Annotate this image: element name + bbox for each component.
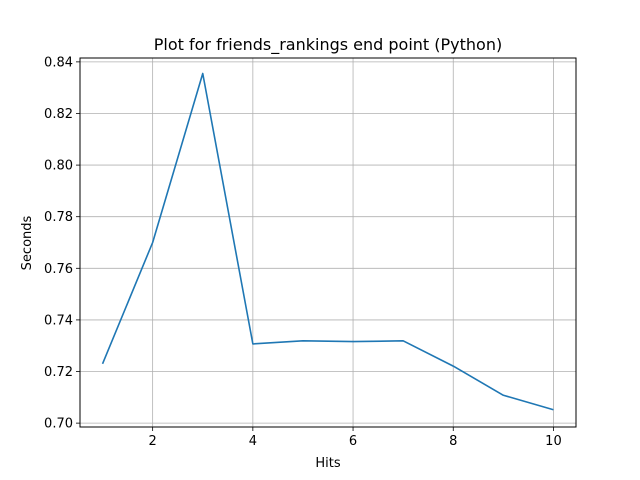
y-tick-label: 0.82: [44, 107, 73, 122]
y-tick-label: 0.72: [44, 365, 73, 380]
y-tick-label: 0.80: [44, 159, 73, 174]
series-line-0: [101, 72, 554, 411]
y-tick-label: 0.70: [44, 417, 73, 432]
x-tick-label: 10: [545, 434, 562, 449]
axis-ticks: 2 4 6 8 10 0.70 0.72 0.74 0.76 0.78 0.80 0.82 0.84: [44, 55, 562, 449]
plot-area-frame: [79, 57, 577, 428]
grid-lines: [80, 58, 576, 427]
series-layer: [101, 72, 554, 411]
y-tick-label: 0.78: [44, 210, 73, 225]
x-tick-label: 8: [449, 434, 457, 449]
y-tick-label: 0.76: [44, 262, 73, 277]
y-tick-label: 0.74: [44, 313, 73, 328]
x-tick-label: 2: [149, 434, 157, 449]
y-axis-label: Seconds: [20, 215, 35, 270]
x-axis-label: Hits: [315, 456, 340, 471]
chart-title: Plot for friends_rankings end point (Pyt…: [154, 35, 502, 55]
x-tick-label: 6: [349, 434, 357, 449]
y-tick-label: 0.84: [44, 55, 73, 70]
x-tick-label: 4: [249, 434, 257, 449]
